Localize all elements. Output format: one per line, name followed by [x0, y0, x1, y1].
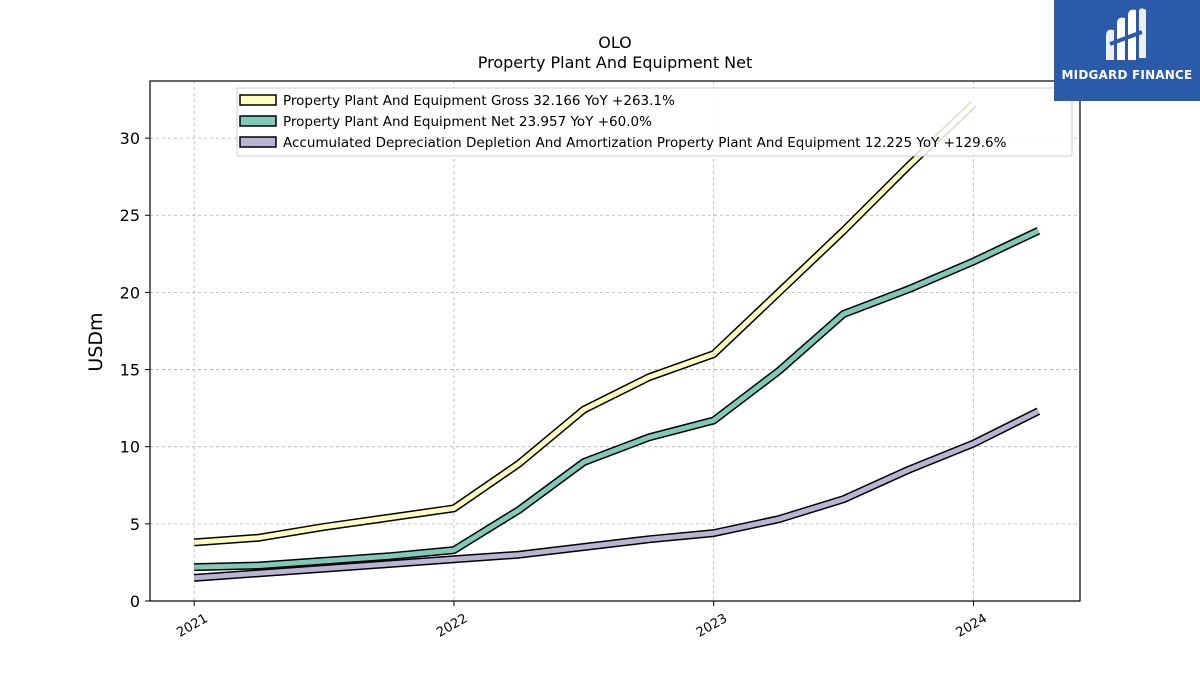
x-tick-label: 2022: [434, 611, 470, 641]
legend-swatch: [239, 94, 277, 106]
series-layer: [193, 101, 1041, 582]
midgard-logo-icon: [1106, 8, 1146, 61]
series-line-outline: [193, 407, 1041, 582]
y-axis-label: USDm: [85, 312, 107, 371]
chart-subtitle: Property Plant And Equipment Net: [478, 53, 753, 72]
x-tick-label: 2021: [174, 611, 210, 641]
y-tick-label: 30: [120, 129, 140, 148]
x-axis: 2021 2022 2023 2024: [174, 601, 990, 641]
series-line-fill: [194, 408, 1040, 581]
series-line-fill: [194, 228, 1040, 570]
chart-title: OLO: [598, 33, 632, 52]
legend-box: [236, 87, 1073, 157]
series-line: [193, 101, 977, 547]
y-tick-label: 10: [120, 438, 140, 457]
legend-swatch: [239, 115, 277, 127]
y-tick-label: 15: [120, 361, 140, 380]
y-tick-label: 0: [130, 592, 140, 611]
brand-name: MIDGARD FINANCE: [1061, 68, 1193, 82]
legend-label: Accumulated Depreciation Depletion And A…: [283, 135, 1007, 151]
series-line: [193, 407, 1041, 582]
legend-label: Property Plant And Equipment Net 23.957 …: [283, 114, 652, 130]
plot-frame: [149, 80, 1081, 602]
y-tick-label: 5: [130, 515, 140, 534]
y-axis: 0 5 10 15 20 25 30: [120, 129, 150, 611]
y-tick-label: 25: [120, 206, 140, 225]
x-tick-label: 2024: [954, 611, 990, 641]
series-line: [194, 227, 1041, 572]
grid-lines: [150, 81, 1080, 601]
y-tick-label: 20: [120, 283, 140, 302]
series-line-outline: [193, 101, 977, 547]
legend-label: Property Plant And Equipment Gross 32.16…: [283, 93, 675, 109]
legend-swatch: [239, 136, 277, 148]
series-line-outline: [194, 227, 1041, 572]
brand-logo: MIDGARD FINANCE: [1054, 0, 1200, 101]
series-line-fill: [194, 102, 976, 545]
x-tick-label: 2023: [694, 611, 730, 641]
legend: Property Plant And Equipment Gross 32.16…: [236, 87, 1073, 157]
